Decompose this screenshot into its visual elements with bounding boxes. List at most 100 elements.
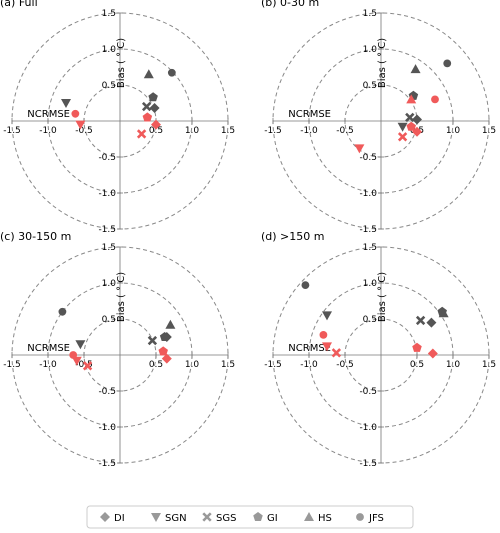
marker-sgs-dark: [405, 112, 415, 123]
marker-sgs-red: [397, 132, 408, 142]
x-tick-label: 1.5: [482, 126, 496, 136]
y-tick-label: 1.0: [363, 279, 378, 289]
marker-sgn-red: [71, 356, 82, 366]
y-tick-label: 1.5: [102, 9, 116, 19]
marker-hs-dark: [143, 69, 154, 79]
x-tick-label: 1.0: [185, 126, 200, 136]
marker-sgs-red: [331, 348, 342, 358]
x-axis-label: NCRMSE: [288, 343, 331, 354]
y-tick-label: -1.0: [359, 423, 377, 433]
y-tick-label: -1.0: [359, 189, 377, 199]
legend-marker-gi: [253, 512, 263, 522]
x-tick-label: -1.0: [39, 360, 57, 370]
marker-hs-dark: [410, 64, 421, 74]
x-axis-label: NCRMSE: [27, 343, 70, 354]
marker-jfs-dark: [167, 68, 176, 77]
y-axis-label: Bias ( ° C): [116, 38, 127, 88]
y-tick-label: 1.0: [102, 45, 117, 55]
y-tick-label: -0.5: [359, 153, 377, 163]
marker-di-red: [151, 119, 161, 130]
legend-label-gi: GI: [267, 513, 278, 524]
x-tick-label: -0.5: [75, 126, 93, 136]
marker-sgs-dark: [415, 315, 426, 326]
marker-di-dark: [426, 317, 437, 328]
panel-d: -1.5 -1.5 -1.0 -1.0 -0.5 -0.5 0.5 0.5 1.0 1.0 1.5 1…: [261, 230, 496, 469]
x-tick-label: -1.0: [300, 126, 318, 136]
x-tick-label: -1.0: [39, 126, 57, 136]
marker-jfs-dark: [301, 281, 310, 290]
legend-box: [86, 505, 414, 529]
legend-marker-hs: [304, 512, 314, 521]
y-axis-label: Bias ( ° C): [377, 272, 388, 322]
y-tick-label: -1.5: [98, 225, 116, 235]
legend-label-sgs: SGS: [216, 513, 236, 524]
marker-gi-red: [412, 342, 422, 352]
x-tick-label: 1.5: [482, 360, 496, 370]
marker-sgs-dark: [147, 335, 158, 346]
x-tick-label: 0.5: [410, 360, 424, 370]
panel-c: -1.5 -1.5 -1.0 -1.0 -0.5 -0.5 0.5 0.5 1.0 1.0 1.5 1…: [0, 230, 235, 469]
marker-gi-red: [406, 121, 416, 131]
marker-sgn-dark: [322, 311, 332, 321]
legend-marker-sgn: [151, 513, 161, 522]
y-tick-label: 0.5: [363, 81, 377, 91]
y-tick-label: 0.5: [102, 81, 116, 91]
x-tick-label: 1.0: [446, 126, 461, 136]
x-tick-label: -1.5: [264, 360, 282, 370]
marker-sgs-red: [136, 129, 147, 139]
marker-sgs-dark: [141, 101, 152, 112]
y-tick-label: 1.5: [102, 243, 116, 253]
x-tick-label: -1.5: [264, 126, 282, 136]
marker-jfs-red: [319, 330, 328, 339]
panel-a: -1.5 -1.5 -1.0 -1.0 -0.5 -0.5 0.5 0.5 1.0 1.0 1.5 1…: [0, 0, 235, 235]
marker-hs-red: [406, 94, 417, 104]
panel-title: (c) 30-150 m: [0, 230, 71, 243]
marker-jfs-red: [431, 95, 439, 104]
marker-di-dark: [149, 103, 160, 114]
marker-sgn-dark: [75, 340, 86, 350]
legend-label-jfs: JFS: [368, 513, 384, 524]
y-tick-label: -1.5: [359, 225, 377, 235]
y-tick-label: -1.0: [98, 189, 116, 199]
legend-label-sgn: SGN: [165, 513, 187, 524]
y-tick-label: -0.5: [359, 387, 377, 397]
marker-sgn-red: [75, 120, 86, 130]
legend-label-di: DI: [114, 513, 125, 524]
x-tick-label: -0.5: [336, 126, 354, 136]
legend-label-hs: HS: [318, 513, 332, 524]
y-axis-label: Bias ( ° C): [377, 38, 388, 88]
x-axis-label: NCRMSE: [288, 109, 331, 120]
y-tick-label: -1.5: [359, 459, 377, 469]
y-tick-label: 1.5: [363, 9, 377, 19]
x-tick-label: -0.5: [336, 360, 354, 370]
x-tick-label: -1.5: [3, 360, 21, 370]
marker-hs-dark: [165, 319, 176, 329]
y-tick-label: 1.0: [102, 279, 117, 289]
panel-title: (d) >150 m: [261, 230, 325, 243]
marker-jfs-red: [69, 351, 78, 359]
marker-gi-red: [142, 112, 153, 122]
marker-jfs-dark: [443, 59, 452, 68]
x-tick-label: 1.5: [221, 360, 235, 370]
marker-sgs-red: [82, 361, 93, 371]
legend-marker-sgs: [202, 512, 212, 522]
marker-di-dark: [412, 114, 422, 125]
marker-gi-dark: [148, 92, 158, 102]
y-tick-label: 1.5: [363, 243, 377, 253]
y-tick-label: -0.5: [98, 153, 116, 163]
y-axis-label: Bias ( ° C): [116, 272, 127, 322]
marker-jfs-dark: [58, 307, 67, 316]
panel-title: (b) 0-30 m: [261, 0, 319, 9]
marker-sgn-dark: [61, 99, 71, 108]
marker-gi-dark: [159, 332, 170, 342]
x-tick-label: 0.5: [149, 360, 163, 370]
x-axis-label: NCRMSE: [27, 109, 70, 120]
legend-marker-jfs: [356, 513, 364, 521]
x-tick-label: -0.5: [75, 360, 93, 370]
legend-marker-di: [100, 512, 110, 522]
y-tick-label: 0.5: [102, 315, 116, 325]
y-tick-label: -0.5: [98, 387, 116, 397]
panel-b: -1.5-1.5-1.0-1.0-0.5-0.50.50.51.01.01.51…: [261, 0, 496, 235]
y-tick-label: -1.5: [98, 459, 116, 469]
